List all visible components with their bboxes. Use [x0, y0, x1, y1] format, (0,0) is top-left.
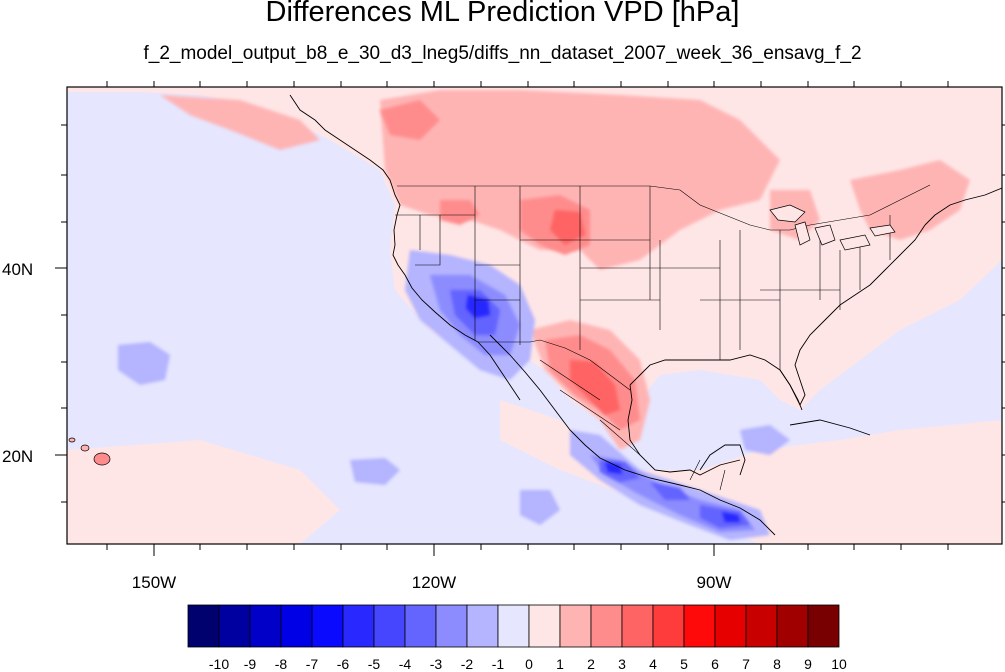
colorbar-swatch [590, 604, 623, 648]
map-subtitle: f_2_model_output_b8_e_30_d3_lneg5/diffs_… [143, 43, 862, 64]
colorbar-label: -10 [209, 656, 229, 672]
colorbar-swatch [311, 604, 344, 648]
colorbar-swatch [342, 604, 375, 648]
lat-ticks [55, 124, 1005, 503]
colorbar-swatch [280, 604, 313, 648]
colorbar-label: -4 [399, 656, 412, 672]
colorbar-swatch [497, 604, 530, 648]
colorbar-swatch [559, 604, 592, 648]
colorbar-label: -3 [430, 656, 443, 672]
lon-label-150w: 150W [132, 573, 176, 592]
colorbar-swatch [652, 604, 685, 648]
colorbar-label: 3 [618, 656, 626, 672]
colorbar-label: 0 [525, 656, 533, 672]
colorbar-label: 4 [649, 656, 657, 672]
colorbar-swatch [218, 604, 251, 648]
positive-diff-medium [160, 90, 970, 450]
colorbar-swatch [249, 604, 282, 648]
vpd-difference-field [67, 87, 1002, 544]
colorbar-swatch [435, 604, 468, 648]
lon-label-90w: 90W [697, 573, 732, 592]
political-borders [395, 184, 931, 491]
colorbar-label: -2 [461, 656, 474, 672]
colorbar-swatch [373, 604, 406, 648]
colorbar-swatch [745, 604, 778, 648]
colorbar-label: 7 [742, 656, 750, 672]
colorbar-swatch [528, 604, 561, 648]
colorbar-label: 5 [680, 656, 688, 672]
colorbar-swatch [187, 604, 220, 648]
lat-label-20n: 20N [2, 447, 33, 466]
lon-ticks [106, 81, 949, 556]
colorbar-label: -9 [244, 656, 257, 672]
colorbar-label: 6 [711, 656, 719, 672]
colorbar-label: 10 [831, 656, 847, 672]
colorbar-label: 2 [587, 656, 595, 672]
colorbar-swatch [683, 604, 716, 648]
positive-diff-peak [550, 210, 620, 415]
colorbar: -10 -9 -8 -7 -6 -5 -4 -3 -2 -1 0 1 2 3 4 5 6 7 8 9 10 [187, 604, 847, 672]
colorbar-label: 8 [773, 656, 781, 672]
colorbar-label: 1 [556, 656, 564, 672]
colorbar-label: 9 [804, 656, 812, 672]
colorbar-label: -1 [492, 656, 505, 672]
colorbar-label: -6 [337, 656, 350, 672]
colorbar-swatch [621, 604, 654, 648]
lat-label-40n: 40N [2, 260, 33, 279]
colorbar-label: -7 [306, 656, 319, 672]
negative-diff-peak [466, 295, 740, 522]
map-title: Differences ML Prediction VPD [hPa] [265, 0, 740, 28]
colorbar-swatch [776, 604, 809, 648]
coastlines [289, 94, 1002, 536]
colorbar-swatch [714, 604, 747, 648]
lon-label-120w: 120W [412, 573, 456, 592]
colorbar-label: -5 [368, 656, 381, 672]
colorbar-label: -8 [275, 656, 288, 672]
great-lakes [769, 204, 896, 251]
colorbar-swatch [404, 604, 437, 648]
hawaii-islands [68, 437, 111, 466]
colorbar-swatch [807, 604, 840, 648]
colorbar-swatch [466, 604, 499, 648]
